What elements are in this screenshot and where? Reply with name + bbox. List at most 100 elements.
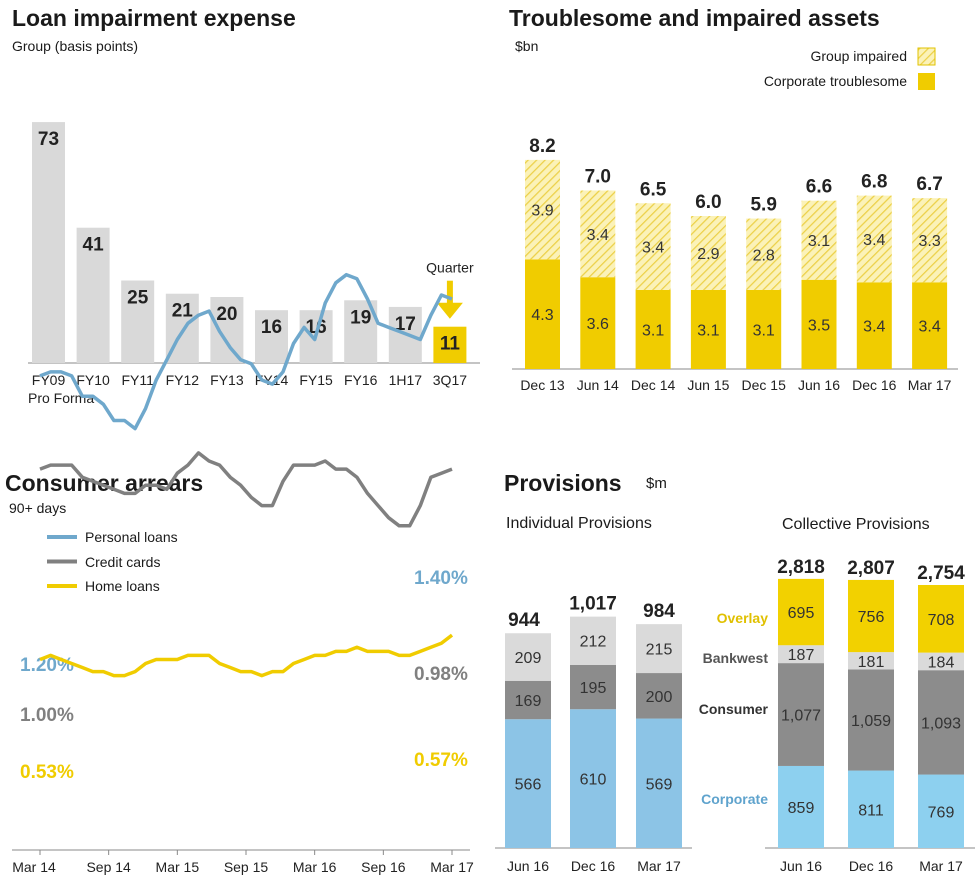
legend-label-corporate-troublesome: Corporate troublesome: [763, 73, 907, 89]
collective-bar-corporate: [778, 765, 824, 848]
collective-bar-corporate: [848, 770, 894, 848]
assets-value-impaired: 3.1: [808, 233, 830, 250]
arrears-line-home-loans: [39, 633, 454, 678]
loan-tick-label: FY12: [166, 372, 200, 388]
assets-bar-impaired: [746, 218, 782, 290]
collective-value-label: 1,077: [781, 708, 821, 725]
loan-bar-value: 20: [216, 304, 237, 325]
individual-value-label: 215: [646, 642, 673, 659]
assets-tick-label: Dec 15: [742, 377, 787, 393]
assets-total-label: 7.0: [585, 167, 611, 188]
loan-bar-value: 41: [83, 235, 105, 256]
assets-total-label: 6.5: [640, 179, 667, 200]
assets-value-corporate: 3.4: [918, 319, 940, 336]
loan-bar-value: 16: [261, 317, 282, 338]
assets-bar-corporate: [580, 277, 616, 369]
legend-label-personal-loans: Personal loans: [85, 529, 178, 545]
loan-tick-label: FY15: [299, 372, 333, 388]
collective-value-label: 695: [788, 605, 815, 622]
assets-bar-corporate: [856, 282, 892, 369]
collective-bar-overlay: [848, 579, 894, 653]
collective-bar-overlay: [778, 578, 824, 646]
provisions-chart-title: Provisions: [504, 470, 622, 496]
collective-bar-bankwest: [848, 652, 894, 670]
collective-category-label-overlay: Overlay: [717, 610, 769, 626]
individual-value-label: 200: [646, 689, 673, 706]
assets-value-corporate: 3.1: [753, 322, 775, 339]
individual-value-label: 212: [580, 634, 607, 651]
arrears-end-label: 0.98%: [414, 664, 468, 685]
individual-bar-corporate: [636, 718, 682, 848]
collective-value-label: 769: [928, 804, 955, 821]
individual-tick-label: Dec 16: [571, 858, 616, 874]
loan-bar: [255, 310, 288, 363]
assets-bar-corporate: [912, 282, 948, 369]
arrears-tick-label: Sep 16: [361, 859, 406, 875]
collective-category-label-corporate: Corporate: [701, 791, 768, 807]
individual-value-label: 610: [580, 772, 607, 789]
collective-total-label: 2,807: [847, 558, 895, 579]
assets-value-corporate: 3.6: [587, 316, 609, 333]
individual-bar-bankwest: [636, 624, 682, 674]
collective-provisions-title: Collective Provisions: [782, 516, 930, 533]
individual-value-label: 195: [580, 680, 607, 697]
assets-bar-impaired: [690, 216, 726, 290]
collective-bar-consumer: [918, 670, 964, 775]
assets-tick-label: Mar 17: [908, 377, 952, 393]
legend-swatch-corporate-troublesome: [918, 73, 935, 90]
assets-bar-impaired: [912, 198, 948, 283]
collective-value-label: 187: [788, 647, 815, 664]
loan-bar: [210, 297, 244, 363]
assets-value-corporate: 3.1: [642, 322, 664, 339]
legend-label-group-impaired: Group impaired: [810, 48, 908, 64]
collective-tick-label: Jun 16: [780, 858, 822, 874]
individual-tick-label: Mar 17: [637, 858, 681, 874]
legend-label-home-loans: Home loans: [85, 578, 160, 594]
individual-bar-bankwest: [570, 616, 616, 665]
assets-total-label: 6.6: [806, 177, 832, 198]
collective-value-label: 859: [788, 800, 815, 817]
arrears-end-label: 0.57%: [414, 750, 468, 771]
loan-bar-value: 21: [172, 301, 194, 322]
assets-value-corporate: 3.5: [808, 317, 830, 334]
loan-bar-value: 17: [395, 314, 416, 335]
assets-tick-label: Jun 16: [798, 377, 840, 393]
loan-bar: [32, 122, 65, 363]
loan-tick-sublabel: Pro Forma: [28, 390, 94, 406]
assets-bar-corporate: [635, 289, 671, 369]
assets-value-impaired: 2.9: [697, 246, 719, 263]
collective-bar-bankwest: [918, 652, 964, 671]
loan-tick-label: FY10: [76, 372, 110, 388]
loan-bar-value: 73: [38, 129, 59, 150]
assets-value-impaired: 3.9: [531, 203, 553, 220]
collective-tick-label: Mar 17: [919, 858, 963, 874]
individual-total-label: 944: [508, 610, 540, 631]
arrears-start-label: 1.00%: [20, 705, 74, 726]
loan-tick-label: FY13: [210, 372, 244, 388]
collective-bar-consumer: [778, 663, 824, 766]
individual-value-label: 169: [515, 693, 542, 710]
arrears-start-label: 0.53%: [20, 762, 74, 783]
assets-value-impaired: 3.4: [587, 227, 609, 244]
assets-value-corporate: 3.1: [697, 322, 719, 339]
individual-total-label: 1,017: [569, 594, 617, 615]
arrears-tick-label: Mar 14: [12, 859, 56, 875]
individual-bar-corporate: [570, 709, 616, 848]
assets-value-corporate: 4.3: [531, 307, 553, 324]
loan-tick-label: FY11: [121, 372, 154, 388]
assets-tick-label: Jun 14: [577, 377, 619, 393]
individual-bar-consumer: [505, 680, 551, 720]
assets-tick-label: Dec 13: [520, 377, 565, 393]
assets-total-label: 8.2: [529, 136, 555, 157]
legend-swatch-group-impaired: [917, 47, 936, 66]
assets-chart-title: Troublesome and impaired assets: [509, 5, 880, 31]
collective-bar-bankwest: [778, 645, 824, 664]
individual-total-label: 984: [643, 601, 675, 622]
assets-tick-label: Dec 16: [852, 377, 897, 393]
assets-chart-unit: $bn: [515, 38, 539, 54]
individual-value-label: 569: [646, 776, 673, 793]
collective-category-label-consumer: Consumer: [699, 701, 769, 717]
assets-value-corporate: 3.4: [863, 319, 885, 336]
loan-bar-value: 25: [127, 288, 149, 309]
